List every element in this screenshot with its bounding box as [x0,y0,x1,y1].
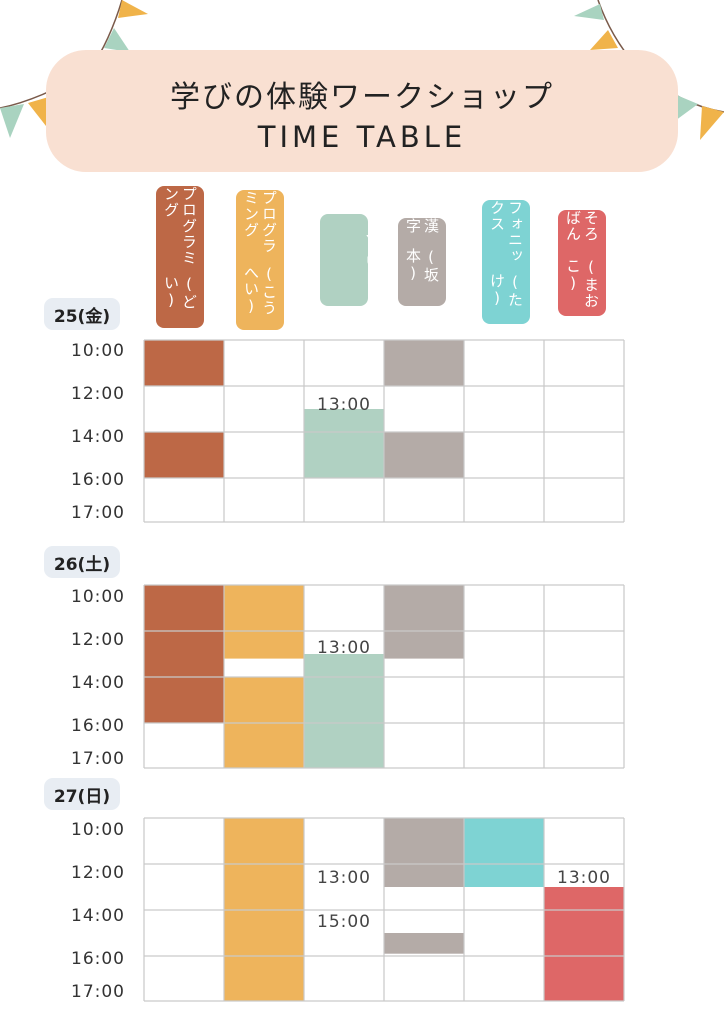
time-label: 14:00 [71,427,125,447]
schedule-grid-day-3 [143,817,625,1002]
session-block-yuki [304,654,384,768]
column-tag-yuki: 理科実験 (Yuki) [308,193,380,327]
session-block-sakamoto [384,818,464,887]
column-sub: (Yuki) [362,213,380,327]
time-label: 12:00 [71,863,125,883]
slot-time-label: 13:00 [317,868,371,888]
time-label: 12:00 [71,630,125,650]
column-tag-maoko: そろばん (まおこ) [558,210,606,316]
column-title: フォニックス [488,200,524,264]
column-tag-take: フォニックス (たけ) [482,200,530,324]
column-title: そろばん [564,210,600,242]
session-block-maoko [544,887,624,1001]
bunting-flag [118,0,148,18]
bunting-flag [0,104,24,138]
column-title: プログラミング [162,186,198,266]
time-label: 17:00 [71,749,125,769]
column-sub: (まおこ) [564,257,600,309]
time-label: 10:00 [71,587,125,607]
time-label: 17:00 [71,982,125,1002]
page-subtitle: TIME TABLE [257,120,467,154]
time-label: 17:00 [71,503,125,523]
time-label: 10:00 [71,820,125,840]
time-label: 10:00 [71,341,125,361]
session-block-sakamoto [384,585,464,659]
session-block-doi [144,340,224,386]
bunting-flag [104,28,130,52]
bunting-flag [590,30,618,50]
column-sub: (こうへい) [242,265,278,317]
column-sub: (どい) [162,274,198,310]
column-title: 理科実験 [308,193,380,209]
session-block-sakamoto [384,933,464,954]
slot-time-label: 13:00 [317,638,371,658]
time-label: 16:00 [71,949,125,969]
header-banner: 学びの体験ワークショップ TIME TABLE [46,50,678,172]
time-label: 16:00 [71,716,125,736]
column-tag-doi: プログラミング (どい) [156,186,204,328]
session-block-kouhei [224,585,304,659]
column-sub: (坂本) [404,248,440,284]
column-title: 漢字 [404,218,440,234]
column-sub: (たけ) [488,273,524,309]
session-block-sakamoto [384,340,464,386]
slot-time-label: 15:00 [317,912,371,932]
column-tag-sakamoto: 漢字 (坂本) [398,218,446,306]
session-block-take [464,818,544,887]
slot-time-label: 13:00 [557,868,611,888]
schedule-grid-day-1 [143,339,625,523]
bunting-flag [574,4,604,20]
page-title: 学びの体験ワークショップ [170,80,554,115]
time-label: 12:00 [71,384,125,404]
column-title: プログラミング [242,190,278,254]
session-block-doi [144,432,224,478]
session-block-sakamoto [384,432,464,478]
slot-time-label: 13:00 [317,395,371,415]
time-label: 14:00 [71,673,125,693]
session-block-doi [144,585,224,723]
time-label: 16:00 [71,470,125,490]
session-block-yuki [304,409,384,478]
column-tag-kouhei: プログラミング (こうへい) [236,190,284,330]
schedule-grid-day-2 [143,584,625,769]
day-label-26: 26(土) [44,546,120,578]
bunting-flag [700,106,724,140]
day-label-27: 27(日) [44,778,120,810]
day-label-25: 25(金) [44,298,120,330]
time-label: 14:00 [71,906,125,926]
